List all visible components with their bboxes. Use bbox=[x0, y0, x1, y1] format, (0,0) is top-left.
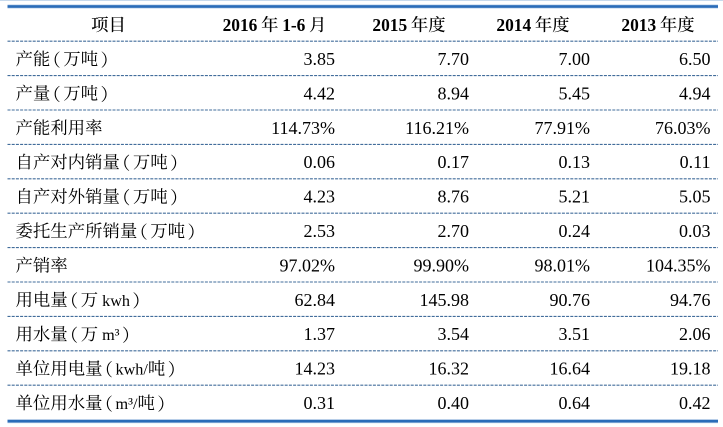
svg-text:0.11: 0.11 bbox=[680, 152, 711, 172]
svg-text:5.21: 5.21 bbox=[559, 187, 591, 207]
svg-text:0.13: 0.13 bbox=[559, 152, 591, 172]
svg-text:114.73%: 114.73% bbox=[271, 118, 335, 138]
svg-text:16.32: 16.32 bbox=[429, 359, 470, 379]
svg-text:kwh/: kwh/ bbox=[116, 361, 149, 379]
svg-text:2016: 2016 bbox=[223, 15, 258, 35]
svg-text:6.50: 6.50 bbox=[679, 49, 711, 69]
svg-text:3.85: 3.85 bbox=[304, 49, 336, 69]
svg-text:8.94: 8.94 bbox=[438, 83, 470, 103]
svg-text:0.40: 0.40 bbox=[438, 393, 470, 413]
svg-text:m³/: m³/ bbox=[116, 395, 138, 413]
svg-text:0.64: 0.64 bbox=[559, 393, 591, 413]
svg-text:kwh: kwh bbox=[102, 292, 130, 310]
svg-text:98.01%: 98.01% bbox=[535, 255, 591, 275]
svg-text:4.94: 4.94 bbox=[679, 83, 711, 103]
svg-text:97.02%: 97.02% bbox=[280, 255, 336, 275]
svg-text:4.23: 4.23 bbox=[304, 187, 336, 207]
svg-text:m³: m³ bbox=[102, 326, 120, 344]
svg-text:16.64: 16.64 bbox=[550, 359, 591, 379]
svg-text:0.17: 0.17 bbox=[438, 152, 470, 172]
svg-text:7.70: 7.70 bbox=[438, 49, 470, 69]
svg-text:19.18: 19.18 bbox=[670, 359, 711, 379]
svg-text:7.00: 7.00 bbox=[559, 49, 591, 69]
svg-text:116.21%: 116.21% bbox=[405, 118, 469, 138]
svg-text:0.06: 0.06 bbox=[304, 152, 336, 172]
svg-text:62.84: 62.84 bbox=[295, 290, 336, 310]
svg-text:8.76: 8.76 bbox=[438, 187, 470, 207]
svg-text:14.23: 14.23 bbox=[295, 359, 336, 379]
svg-text:0.24: 0.24 bbox=[559, 221, 591, 241]
svg-text:2.70: 2.70 bbox=[438, 221, 470, 241]
svg-text:0.31: 0.31 bbox=[304, 393, 336, 413]
svg-text:76.03%: 76.03% bbox=[655, 118, 711, 138]
svg-text:3.51: 3.51 bbox=[559, 324, 591, 344]
svg-text:94.76: 94.76 bbox=[670, 290, 711, 310]
svg-text:77.91%: 77.91% bbox=[535, 118, 591, 138]
svg-text:5.45: 5.45 bbox=[559, 83, 591, 103]
svg-text:2.06: 2.06 bbox=[679, 324, 711, 344]
svg-text:2015: 2015 bbox=[372, 15, 407, 35]
svg-text:2014: 2014 bbox=[496, 15, 531, 35]
svg-text:1-6: 1-6 bbox=[282, 15, 305, 35]
svg-text:2013: 2013 bbox=[621, 15, 656, 35]
svg-text:4.42: 4.42 bbox=[304, 83, 336, 103]
svg-text:0.42: 0.42 bbox=[679, 393, 711, 413]
svg-text:5.05: 5.05 bbox=[679, 187, 711, 207]
svg-text:145.98: 145.98 bbox=[420, 290, 470, 310]
svg-text:99.90%: 99.90% bbox=[414, 255, 470, 275]
svg-text:90.76: 90.76 bbox=[550, 290, 591, 310]
svg-text:2.53: 2.53 bbox=[304, 221, 336, 241]
svg-text:1.37: 1.37 bbox=[304, 324, 336, 344]
svg-text:3.54: 3.54 bbox=[438, 324, 470, 344]
svg-text:0.03: 0.03 bbox=[679, 221, 711, 241]
svg-text:104.35%: 104.35% bbox=[646, 255, 711, 275]
